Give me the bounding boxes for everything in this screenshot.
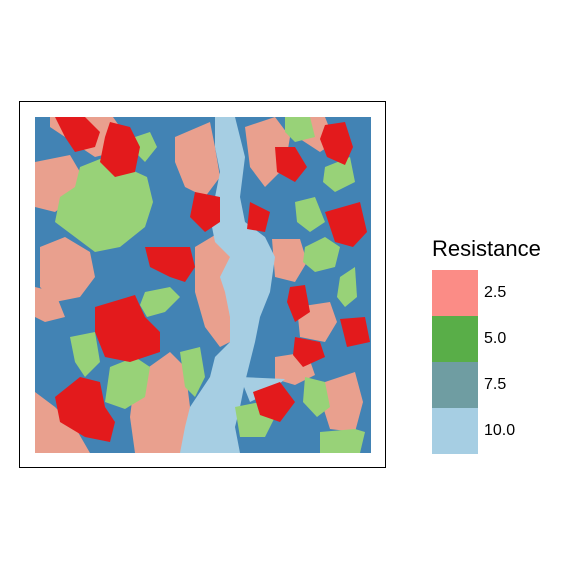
- map-region: [340, 317, 370, 347]
- map-region: [55, 117, 100, 152]
- map-region: [55, 377, 115, 442]
- legend-label: 10.0: [484, 422, 516, 439]
- map-region: [135, 132, 157, 162]
- map-region: [253, 382, 295, 422]
- map-region: [303, 237, 340, 272]
- map-region: [70, 332, 100, 377]
- map-region: [285, 117, 315, 142]
- resistance-map: [35, 117, 371, 453]
- map-region: [275, 147, 307, 182]
- map-region: [295, 197, 325, 232]
- map-region: [180, 347, 205, 397]
- legend-item: 2.5: [432, 270, 572, 316]
- map-region: [190, 192, 220, 232]
- map-region: [323, 372, 363, 432]
- map-region: [95, 295, 160, 362]
- legend-swatch: [432, 408, 478, 454]
- map-region: [140, 287, 180, 317]
- map-region: [320, 122, 353, 165]
- map-region: [100, 122, 140, 177]
- map-region: [320, 429, 365, 453]
- map-region: [40, 237, 95, 302]
- legend-swatch: [432, 362, 478, 408]
- legend: Resistance 2.5 5.0 7.5 10.0: [432, 236, 572, 454]
- map-region: [272, 239, 307, 282]
- map-region: [287, 285, 310, 322]
- map-region: [175, 122, 220, 197]
- legend-label: 5.0: [484, 330, 507, 347]
- legend-swatch: [432, 316, 478, 362]
- map-region: [303, 377, 330, 417]
- map-region: [105, 357, 150, 409]
- legend-item: 10.0: [432, 408, 572, 454]
- legend-item: 5.0: [432, 316, 572, 362]
- map-region: [325, 202, 367, 247]
- map-region: [55, 157, 153, 252]
- map-region: [337, 267, 357, 307]
- map-region: [247, 202, 270, 232]
- legend-item: 7.5: [432, 362, 572, 408]
- map-region: [35, 287, 65, 322]
- legend-title: Resistance: [432, 236, 541, 261]
- legend-swatch: [432, 270, 478, 316]
- legend-label: 7.5: [484, 376, 507, 393]
- map-region-river: [180, 117, 275, 453]
- map-region: [145, 247, 195, 282]
- legend-items: 2.5 5.0 7.5 10.0: [432, 270, 572, 454]
- map-region: [293, 337, 325, 367]
- legend-label: 2.5: [484, 284, 507, 301]
- map-region: [323, 157, 355, 192]
